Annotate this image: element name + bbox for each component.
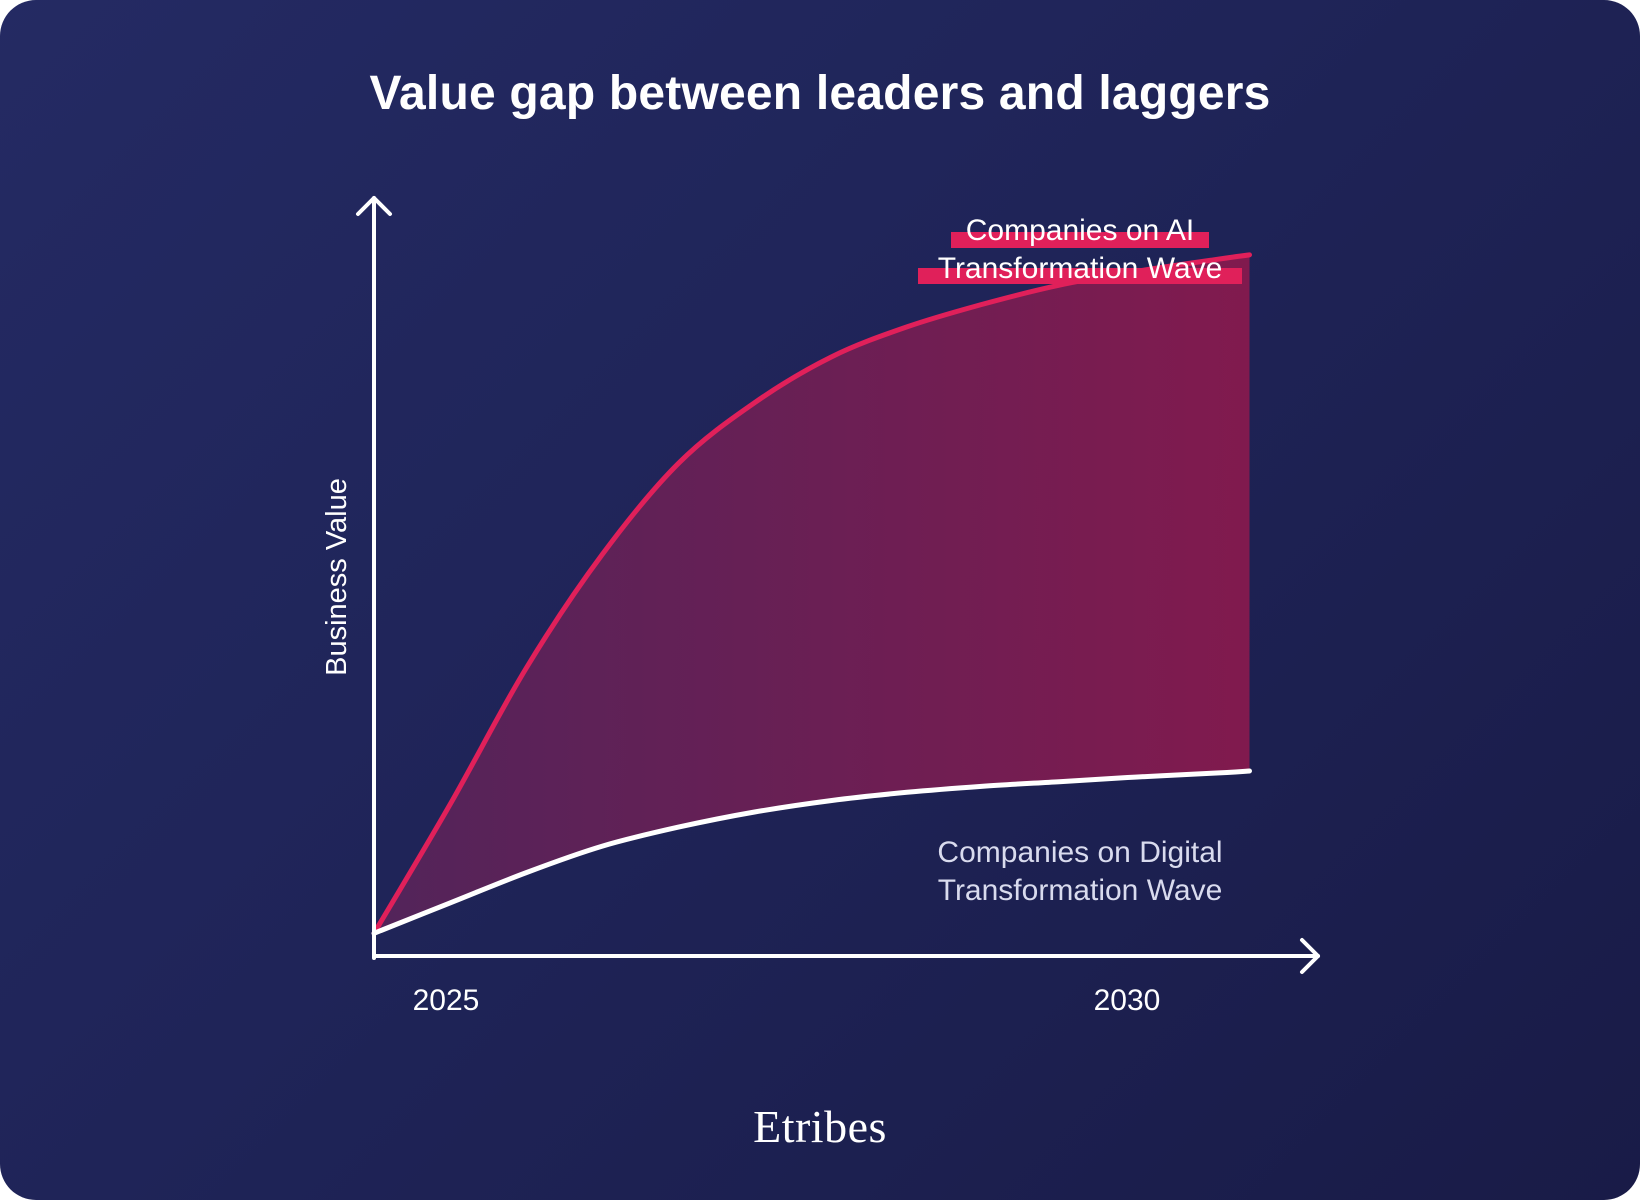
brand-logo: Etribes xyxy=(753,1101,887,1152)
series-label-ai: Companies on AI Transformation Wave xyxy=(918,214,1242,285)
x-axis-arrow-icon xyxy=(1300,938,1320,974)
y-axis-arrow-icon xyxy=(356,196,392,216)
series-label-ai-highlight-2 xyxy=(918,268,1242,284)
x-tick-label-2030: 2030 xyxy=(1094,984,1161,1017)
series-line-digital-transformation xyxy=(371,768,1252,936)
chart-title: Value gap between leaders and laggers xyxy=(369,67,1271,120)
series-label-ai-line-1: Companies on AI xyxy=(966,214,1194,247)
y-axis-label: Business Value xyxy=(321,478,353,676)
series-label-digital: Companies on Digital Transformation Wave xyxy=(937,836,1222,907)
series-label-ai-highlight-1 xyxy=(951,232,1209,248)
x-tick-label-2025: 2025 xyxy=(413,984,480,1017)
series-label-digital-line-2: Transformation Wave xyxy=(938,874,1223,907)
value-gap-area xyxy=(374,254,1250,934)
series-label-digital-line-1: Companies on Digital xyxy=(937,836,1222,869)
series-label-ai-line-2: Transformation Wave xyxy=(938,252,1223,285)
